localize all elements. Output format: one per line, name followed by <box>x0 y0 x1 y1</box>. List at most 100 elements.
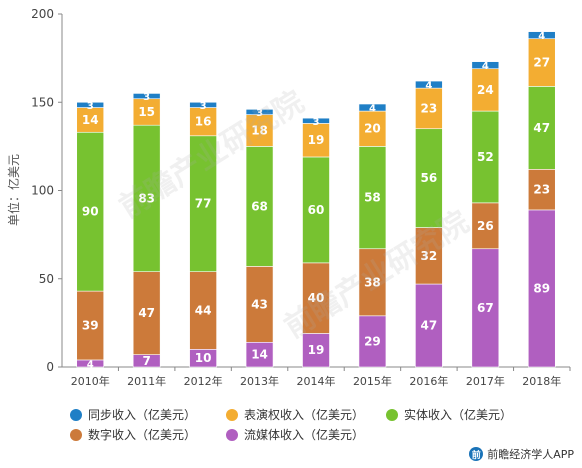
bar-segment <box>358 110 387 147</box>
data-label: 14 <box>82 113 99 127</box>
data-label: 38 <box>364 275 381 289</box>
legend-swatch <box>70 428 82 441</box>
data-label: 58 <box>364 191 381 205</box>
legend-item-performance: 表演权收入（亿美元） <box>226 406 364 423</box>
data-label: 20 <box>364 122 381 136</box>
legend-label: 同步收入（亿美元） <box>88 408 197 422</box>
legend-swatch <box>226 408 238 421</box>
footer-brand: 前 前瞻经济学人APP <box>469 446 574 462</box>
data-label: 60 <box>308 203 325 217</box>
bar-segment <box>245 109 274 115</box>
legend-label: 实体收入（亿美元） <box>404 408 513 422</box>
data-label: 83 <box>138 191 155 205</box>
bar-segment <box>302 117 330 124</box>
bar-segment <box>471 202 500 250</box>
legend-label: 数字收入（亿美元） <box>88 428 197 442</box>
data-label: 19 <box>308 343 325 357</box>
bar-segment <box>358 248 387 317</box>
bar-segment <box>527 169 556 211</box>
bar-segment <box>132 98 161 126</box>
bar-segment <box>302 123 330 158</box>
bar-segment <box>415 80 443 89</box>
data-label: 24 <box>477 83 494 97</box>
legend-item-physical: 实体收入（亿美元） <box>386 406 512 423</box>
bar-segment <box>527 209 556 368</box>
data-label: 52 <box>477 150 494 164</box>
data-label: 67 <box>477 301 494 315</box>
x-tick-label: 2012年 <box>184 374 223 388</box>
legend-item-digital: 数字收入（亿美元） <box>70 426 196 443</box>
data-label: 3 <box>313 117 320 128</box>
bar-segment <box>415 87 443 130</box>
bar-segment <box>471 248 500 368</box>
bar-segment <box>76 290 105 361</box>
data-label: 16 <box>195 115 212 129</box>
data-label: 29 <box>364 334 381 348</box>
data-label: 23 <box>421 101 438 115</box>
legend-item-sync: 同步收入（亿美元） <box>70 406 196 423</box>
data-label: 90 <box>82 205 99 219</box>
legend-label: 流媒体收入（亿美元） <box>244 428 365 442</box>
y-axis-label: 单位：亿美元 <box>6 154 21 226</box>
x-tick-label: 2011年 <box>127 374 166 388</box>
bar-segment <box>76 131 105 292</box>
bar-segment <box>132 124 161 272</box>
y-tick-label: 50 <box>39 272 54 286</box>
bar-segment <box>471 61 500 70</box>
footer-text: 前瞻经济学人APP <box>487 448 574 461</box>
brand-logo-icon: 前 <box>469 447 484 461</box>
data-label: 40 <box>308 291 325 305</box>
legend-item-streaming: 流媒体收入（亿美元） <box>226 426 364 443</box>
data-label: 47 <box>421 319 438 333</box>
data-label: 14 <box>251 348 268 362</box>
bar-segment <box>132 271 161 355</box>
data-label: 3 <box>256 108 263 119</box>
bar-segment <box>245 114 274 147</box>
bar-segment <box>415 283 443 368</box>
bar-segment <box>358 146 387 250</box>
bar-segment <box>302 262 330 334</box>
legend-swatch <box>70 408 82 421</box>
data-label: 10 <box>195 351 212 365</box>
x-tick-label: 2015年 <box>353 374 392 388</box>
bar-segment <box>527 38 556 87</box>
data-label: 7 <box>142 354 150 368</box>
data-label: 23 <box>533 183 550 197</box>
y-tick-label: 200 <box>31 7 54 21</box>
legend-swatch <box>386 408 398 421</box>
bar-segment <box>245 266 274 343</box>
x-tick-label: 2017年 <box>466 374 505 388</box>
data-label: 77 <box>195 197 212 211</box>
data-label: 26 <box>477 219 494 233</box>
bar-segment <box>189 101 217 108</box>
data-label: 39 <box>82 319 99 333</box>
x-tick-label: 2014年 <box>297 374 336 388</box>
data-label: 15 <box>138 105 155 119</box>
bar-segment <box>76 101 105 108</box>
x-tick-label: 2016年 <box>409 374 448 388</box>
bar-segment <box>471 68 500 112</box>
data-label: 4 <box>482 61 489 72</box>
bar-segment <box>415 128 443 228</box>
bar-segment <box>358 103 387 112</box>
x-tick-label: 2013年 <box>240 374 279 388</box>
data-label: 18 <box>251 123 268 137</box>
y-tick-label: 150 <box>31 95 54 109</box>
data-label: 4 <box>538 31 545 42</box>
x-tick-label: 2018年 <box>522 374 561 388</box>
bar-segment <box>527 31 556 40</box>
legend-swatch <box>226 428 238 441</box>
bar-segment <box>471 110 500 204</box>
data-label: 4 <box>369 104 376 115</box>
y-tick-label: 0 <box>46 360 54 374</box>
bar-segment <box>415 227 443 285</box>
bar-segment <box>527 86 556 170</box>
x-tick-label: 2010年 <box>71 374 110 388</box>
bar-segment <box>245 146 274 267</box>
chart-data-labels: 4399014374783153104477163144368183194060… <box>82 31 550 370</box>
chart-legend: 同步收入（亿美元） 表演权收入（亿美元） 实体收入（亿美元） 数字收入（亿美元）… <box>70 402 570 442</box>
chart-bars <box>76 31 556 368</box>
y-tick-label: 100 <box>31 184 54 198</box>
